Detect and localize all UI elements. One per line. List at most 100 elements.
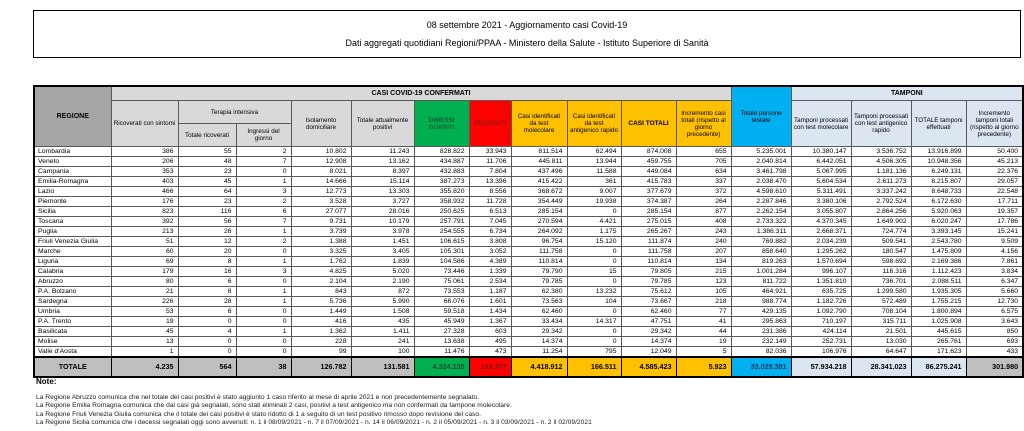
data-cell: 6: [177, 276, 237, 287]
data-cell: 1: [235, 226, 292, 237]
data-cell: 2.733.322: [730, 216, 792, 227]
data-cell: 19: [110, 316, 179, 327]
data-cell: 79.785: [510, 276, 568, 287]
header-ti-ingressi: Ingressi del giorno: [235, 123, 292, 147]
data-cell: 104.586: [413, 256, 470, 267]
data-cell: 0: [235, 166, 292, 177]
data-cell: 2.287.846: [730, 196, 792, 207]
data-cell: 96.754: [510, 236, 568, 247]
table-body: Lombardia 386 55 2 10.802 11.243 828.822 33.943…: [33, 146, 1024, 378]
data-cell: 4: [177, 326, 237, 337]
data-cell: 13.944: [566, 156, 622, 167]
data-cell: 1.187: [468, 286, 512, 297]
data-cell: 285.154: [620, 206, 677, 217]
header-group-terapia-intensiva: Terapia intensiva: [177, 100, 292, 124]
data-cell: 1.755.215: [910, 296, 967, 307]
data-cell: 7: [235, 156, 292, 167]
data-cell: 372: [675, 186, 732, 197]
data-cell: 811.722: [730, 276, 792, 287]
table-row: P.A. Bolzano 21 8 1 843 872 73.553 1.187 62.380 1…: [33, 286, 1024, 297]
data-cell: 69: [110, 256, 179, 267]
header-tamponi-totale: TOTALE tamponi effettuati: [910, 100, 967, 147]
note-line: La Regione Abruzzo comunica che nel tota…: [36, 394, 480, 401]
data-cell: 12.049: [620, 346, 677, 358]
data-cell: 252.731: [790, 336, 852, 347]
data-cell: 710.197: [790, 316, 852, 327]
region-name: Sicilia: [33, 206, 112, 217]
data-cell: 361: [566, 176, 622, 187]
data-cell: 110.814: [510, 256, 568, 267]
data-cell: 3.405: [350, 246, 415, 257]
data-cell: 1.601: [468, 296, 512, 307]
data-cell: 3.052: [468, 246, 512, 257]
data-cell: 874.008: [620, 146, 677, 157]
data-cell: 106.615: [413, 236, 470, 247]
data-cell: 6.575: [965, 306, 1024, 317]
data-cell: 55: [177, 146, 237, 157]
data-cell: 231.386: [730, 326, 792, 337]
data-cell: 445.615: [910, 326, 967, 337]
data-cell: 47.751: [620, 316, 677, 327]
data-cell: 3.337.242: [850, 186, 912, 197]
data-cell: 0: [235, 306, 292, 317]
data-cell: 1.299.580: [850, 286, 912, 297]
region-name: Campania: [33, 166, 112, 177]
data-cell: 80: [110, 276, 179, 287]
data-cell: 7: [235, 216, 292, 227]
data-cell: 1.182.726: [790, 296, 852, 307]
data-cell: 354.449: [510, 196, 568, 207]
data-cell: 466: [110, 186, 179, 197]
data-cell: 15: [566, 266, 622, 277]
data-cell: 5.311.491: [790, 186, 852, 197]
data-cell: 10.179: [350, 216, 415, 227]
table-row: Campania 353 23 0 8.021 8.397 432.883 7.804 437.…: [33, 166, 1024, 177]
table-row: P.A. Trento 19 0 0 416 435 45.949 1.367 33.434 14…: [33, 316, 1024, 327]
data-cell: 45.213: [965, 156, 1024, 167]
data-cell: 877: [675, 206, 732, 217]
data-cell: 0: [566, 306, 622, 317]
data-cell: 111.758: [510, 246, 568, 257]
data-cell: 1.434: [468, 306, 512, 317]
data-cell: 56: [177, 216, 237, 227]
data-cell: 3.528: [290, 196, 352, 207]
data-cell: 1.449: [290, 306, 352, 317]
data-cell: 0: [235, 316, 292, 327]
data-cell: 415.422: [510, 176, 568, 187]
data-cell: 795: [566, 346, 622, 358]
total-cell: 129.707: [468, 356, 512, 378]
data-cell: 693: [965, 336, 1024, 347]
data-cell: 180.547: [850, 246, 912, 257]
total-cell: 4.324.135: [413, 356, 470, 378]
data-cell: 1.092.790: [790, 306, 852, 317]
data-cell: 4.421: [566, 216, 622, 227]
data-cell: 26: [177, 226, 237, 237]
data-cell: 111.758: [620, 246, 677, 257]
data-cell: 123: [675, 276, 732, 287]
data-cell: 22.376: [965, 166, 1024, 177]
data-cell: 811.514: [510, 146, 568, 157]
data-cell: 872: [350, 286, 415, 297]
data-cell: 2: [235, 146, 292, 157]
data-cell: 11.476: [413, 346, 470, 358]
data-cell: 387.273: [413, 176, 470, 187]
data-cell: 3.727: [350, 196, 415, 207]
data-cell: 598.692: [850, 256, 912, 267]
data-cell: 116.316: [850, 266, 912, 277]
data-cell: 635.725: [790, 286, 852, 297]
data-cell: 8.021: [290, 166, 352, 177]
data-cell: 51: [110, 236, 179, 247]
total-cell: 564: [177, 356, 237, 378]
data-cell: 17.711: [965, 196, 1024, 207]
table-row: Umbria 53 6 0 1.449 1.508 59.518 1.434 62.460 0 62…: [33, 306, 1024, 317]
report-date-title: 08 settembre 2021 - Aggiornamento casi C…: [426, 19, 628, 30]
data-cell: 10.802: [290, 146, 352, 157]
data-cell: 27.077: [290, 206, 352, 217]
data-cell: 62.380: [510, 286, 568, 297]
data-cell: 6.347: [965, 276, 1024, 287]
data-cell: 1.839: [350, 256, 415, 267]
data-cell: 99: [290, 346, 352, 358]
data-cell: 0: [566, 276, 622, 287]
data-cell: 104: [566, 296, 622, 307]
data-cell: 8.215.807: [910, 176, 967, 187]
data-cell: 45: [177, 176, 237, 187]
